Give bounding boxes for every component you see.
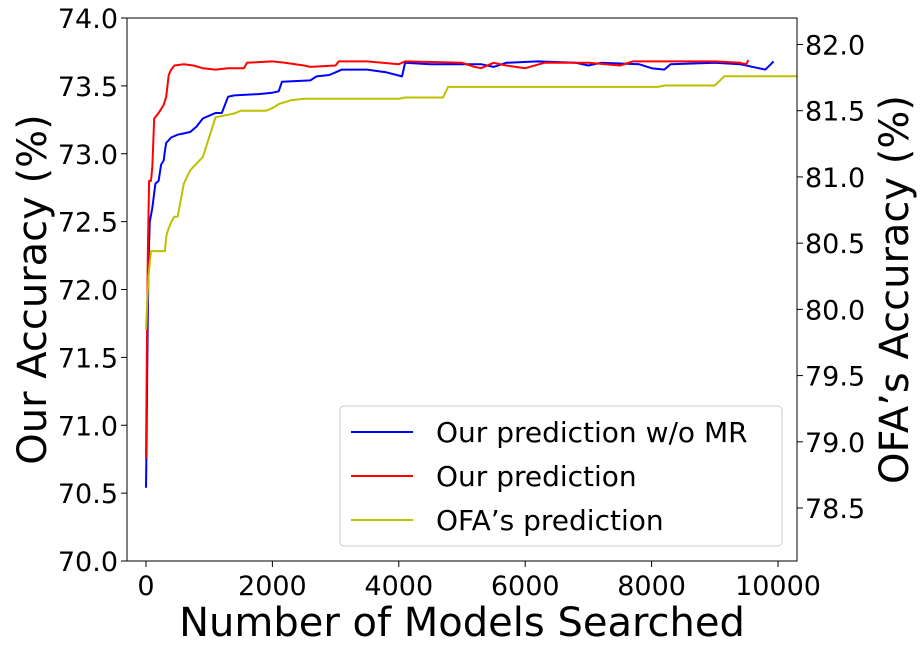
- y-right-axis-ticks: 78.5 79.0 79.5 80.0 80.5 81.0 81.5 82.0: [797, 30, 865, 525]
- y-left-axis-label: Our Accuracy (%): [10, 114, 56, 465]
- x-tick-label: 8000: [617, 571, 686, 602]
- legend: Our prediction w/o MR Our prediction OFA’s…: [339, 405, 783, 547]
- series-line-0: [145, 60, 775, 488]
- x-tick-label: 6000: [491, 571, 560, 602]
- y-right-tick-label: 80.5: [805, 229, 865, 260]
- x-tick-label: 0: [137, 571, 154, 602]
- series-layer: [145, 59, 797, 488]
- y-left-axis-ticks: 70.0 70.5 71.0 71.5 72.0 72.5 73.0 73.5 74.0: [58, 4, 127, 578]
- y-right-axis-label: OFA’s Accuracy (%): [872, 95, 918, 484]
- y-right-tick-label: 81.5: [805, 97, 865, 128]
- x-tick-label: 4000: [364, 571, 433, 602]
- x-axis-label: Number of Models Searched: [179, 600, 745, 646]
- y-right-tick-label: 81.0: [805, 163, 865, 194]
- legend-label-0: Our prediction w/o MR: [436, 416, 748, 449]
- y-left-tick-label: 73.5: [58, 72, 118, 103]
- legend-label-2: OFA’s prediction: [436, 504, 664, 537]
- y-left-tick-label: 73.0: [58, 140, 118, 171]
- legend-label-1: Our prediction: [436, 460, 637, 493]
- y-left-tick-label: 72.0: [58, 276, 118, 307]
- series-line-2: [145, 75, 797, 330]
- legend-box: [339, 405, 783, 547]
- x-tick-label: 10000: [735, 571, 821, 602]
- y-left-tick-label: 70.0: [58, 547, 118, 578]
- y-left-tick-label: 70.5: [58, 479, 118, 510]
- y-right-tick-label: 80.0: [805, 295, 865, 326]
- y-left-tick-label: 71.0: [58, 411, 118, 442]
- series-line-1: [145, 59, 750, 458]
- x-tick-label: 2000: [238, 571, 307, 602]
- y-left-tick-label: 74.0: [58, 4, 118, 35]
- x-axis-ticks: 0 2000 4000 6000 8000 10000: [137, 561, 821, 602]
- y-left-tick-label: 72.5: [58, 208, 118, 239]
- y-right-tick-label: 82.0: [805, 30, 865, 61]
- y-right-tick-label: 79.5: [805, 362, 865, 393]
- y-left-tick-label: 71.5: [58, 343, 118, 374]
- y-right-tick-label: 78.5: [805, 494, 865, 525]
- y-right-tick-label: 79.0: [805, 428, 865, 459]
